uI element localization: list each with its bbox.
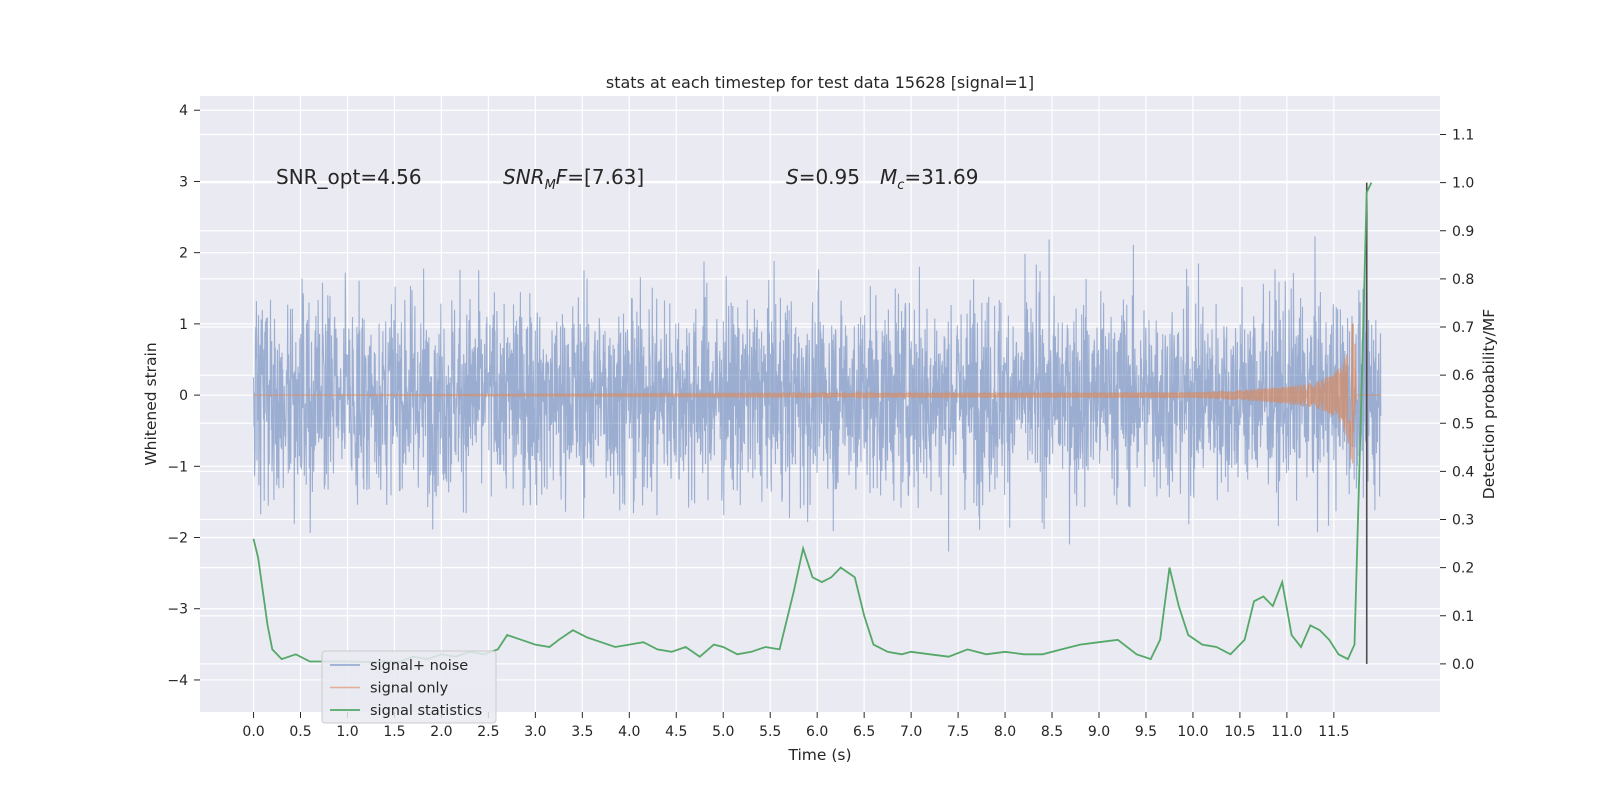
y-axis-label: Whitened strain	[142, 342, 160, 465]
x-tick-label: 4.0	[618, 724, 640, 740]
y2-tick-label: 0.5	[1452, 416, 1474, 432]
y2-tick-label: 0.0	[1452, 657, 1474, 673]
x-tick-label: 7.5	[947, 724, 969, 740]
y-tick-label: 3	[179, 174, 188, 190]
x-tick-label: 4.5	[665, 724, 687, 740]
annotation-s: S=0.95	[786, 165, 860, 189]
x-tick-label: 9.0	[1088, 724, 1110, 740]
x-tick-label: 6.5	[853, 724, 875, 740]
x-tick-label: 2.5	[477, 724, 499, 740]
chart-title: stats at each timestep for test data 156…	[606, 73, 1034, 92]
x-tick-label: 8.5	[1041, 724, 1063, 740]
legend-label: signal statistics	[370, 703, 482, 719]
x-tick-label: 6.0	[806, 724, 828, 740]
x-tick-label: 5.5	[759, 724, 781, 740]
x-tick-label: 8.0	[994, 724, 1016, 740]
x-tick-label: 3.5	[571, 724, 593, 740]
axes: 0.0 0.5 1.0 1.5 2.0 2.5 3.0 3.5 4.0 4.5 5.0 5.5 6.0 6…	[167, 103, 1474, 740]
series-signal-plus-noise-line	[252, 236, 1382, 552]
x-tick-label: 0.0	[242, 724, 264, 740]
x-tick-label: 7.0	[900, 724, 922, 740]
y-tick-label: 0	[179, 388, 188, 404]
legend-label: signal only	[370, 681, 449, 697]
y2-tick-label: 0.2	[1452, 561, 1474, 577]
x-tick-label: 10.0	[1177, 724, 1208, 740]
x-tick-label: 2.0	[430, 724, 452, 740]
x-tick-label: 1.0	[336, 724, 358, 740]
x-axis-label: Time (s)	[787, 746, 851, 764]
y2-tick-label: 1.0	[1452, 176, 1474, 192]
y2-tick-label: 0.4	[1452, 464, 1474, 480]
x-tick-label: 9.5	[1135, 724, 1157, 740]
y2-tick-label: 0.9	[1452, 224, 1474, 240]
y-tick-label: 4	[179, 103, 188, 119]
annotations: SNR_opt=4.56 SNRMF=[7.63] S=0.95 Mc=31.69	[276, 165, 978, 193]
y2-tick-label: 0.3	[1452, 513, 1474, 529]
x-tick-label: 3.0	[524, 724, 546, 740]
x-tick-label: 11.0	[1271, 724, 1302, 740]
y-tick-label: −3	[167, 602, 188, 618]
legend-label: signal+ noise	[370, 658, 468, 674]
y-tick-label: −2	[167, 531, 188, 547]
x-tick-label: 5.0	[712, 724, 734, 740]
y-tick-label: 2	[179, 246, 188, 262]
y-tick-label: −4	[167, 673, 188, 689]
x-tick-label: 1.5	[383, 724, 405, 740]
x-tick-label: 10.5	[1224, 724, 1255, 740]
y-tick-label: −1	[167, 459, 188, 475]
x-tick-label: 0.5	[289, 724, 311, 740]
y2-tick-label: 0.6	[1452, 368, 1474, 384]
annotation-mc: Mc=31.69	[880, 165, 978, 193]
y-tick-label: 1	[179, 317, 188, 333]
y2-tick-label: 0.7	[1452, 320, 1474, 336]
annotation-snr-mf: SNRMF=[7.63]	[503, 165, 644, 193]
x-tick-label: 11.5	[1318, 724, 1349, 740]
y2-tick-label: 0.8	[1452, 272, 1474, 288]
annotation-snr-opt: SNR_opt=4.56	[276, 165, 422, 189]
y2-tick-label: 1.1	[1452, 128, 1474, 144]
legend: signal+ noise signal only signal statistic…	[321, 650, 497, 724]
series-signal-only-line	[253, 323, 1381, 464]
y2-axis-label: Detection probability/MF	[1480, 309, 1498, 500]
y2-tick-label: 0.1	[1452, 609, 1474, 625]
legend-box	[321, 650, 497, 724]
